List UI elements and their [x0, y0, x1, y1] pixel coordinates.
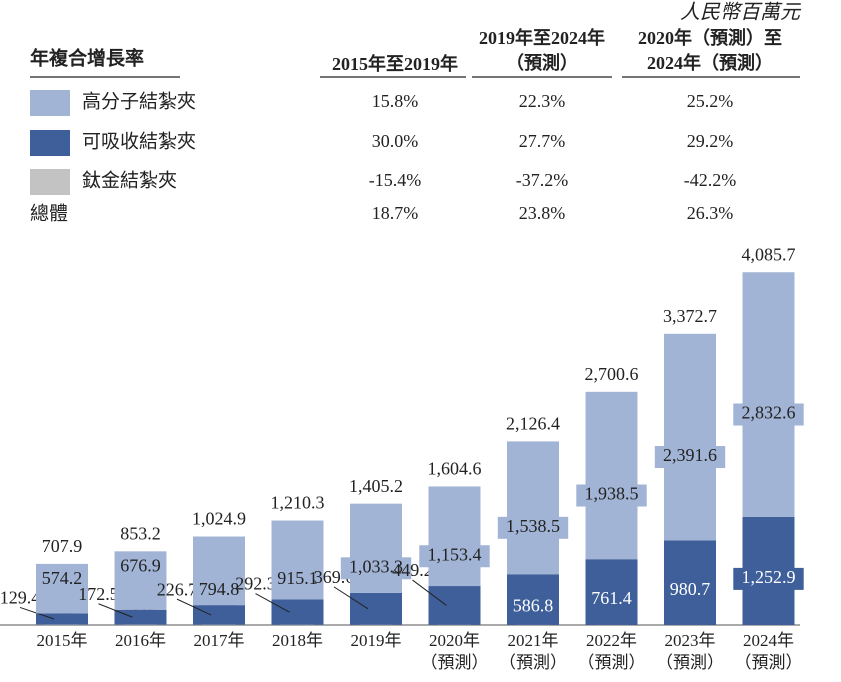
label-box — [585, 589, 638, 612]
total-label: 2,126.4 — [506, 414, 560, 434]
row-label: 總體 — [30, 202, 68, 224]
column-header: 2019年至2024年（預測） — [479, 27, 605, 73]
value-label: 1,252.9 — [742, 567, 796, 587]
cell: 25.2% — [687, 91, 734, 111]
bar-segment — [428, 586, 481, 625]
value-label: 980.7 — [670, 579, 711, 599]
x-tick-label: 2018年 — [272, 631, 323, 650]
total-label: 707.9 — [42, 536, 83, 556]
label-box — [733, 403, 804, 426]
leader-line — [176, 598, 212, 616]
value-label: 574.2 — [42, 568, 83, 588]
label-box — [193, 579, 245, 602]
leader-line — [412, 579, 447, 606]
cell: 26.3% — [687, 203, 734, 223]
bar-segment — [585, 391, 638, 560]
cell: 22.3% — [519, 91, 566, 111]
cell: 29.2% — [687, 131, 734, 151]
label-box — [664, 579, 716, 602]
value-label: 1,033.3 — [349, 556, 403, 576]
leader-line — [333, 586, 369, 610]
value-label: 1,538.5 — [506, 516, 560, 536]
bar-segment — [664, 333, 716, 541]
legend-swatch — [30, 130, 70, 156]
total-label: 4,085.7 — [742, 244, 796, 264]
legend-swatch — [30, 90, 70, 116]
value-label: 172.5 — [78, 584, 119, 604]
value-label: 129.4 — [0, 588, 40, 608]
value-label: 2,391.6 — [663, 445, 717, 465]
total-label: 2,700.6 — [585, 364, 639, 384]
x-tick-label: 2024年（預測） — [735, 631, 803, 672]
cell: -37.2% — [516, 170, 569, 190]
value-label: 292.3 — [235, 574, 276, 594]
x-tick-label: 2017年 — [194, 631, 245, 650]
value-label: 676.9 — [120, 555, 161, 575]
column-header: 2020年（預測）至 2024年（預測） — [638, 27, 782, 73]
value-label: 915.1 — [277, 568, 318, 588]
leader-line — [255, 593, 290, 613]
leader-line — [98, 603, 133, 618]
bar-segment — [742, 272, 795, 517]
bar-segment — [271, 599, 324, 625]
bar-segment — [36, 613, 88, 625]
label-box — [340, 557, 412, 580]
row-label: 鈦金結紮夾 — [82, 169, 177, 191]
x-tick-label: 2022年（預測） — [578, 631, 646, 672]
x-tick-label: 2020年（預測） — [421, 631, 489, 672]
bar-segment — [193, 605, 245, 625]
bar-segment — [428, 486, 481, 587]
value-label: 1,153.4 — [428, 544, 482, 564]
label-box — [36, 568, 88, 591]
cell: 23.8% — [519, 203, 566, 223]
label-box — [419, 545, 490, 568]
bar-segment — [507, 441, 559, 575]
label-box — [507, 596, 559, 619]
bar-segment — [350, 592, 402, 625]
total-label: 3,372.7 — [663, 306, 717, 326]
x-tick-label: 2016年 — [115, 631, 166, 650]
cell: 30.0% — [372, 131, 419, 151]
x-tick-label: 2021年（預測） — [499, 631, 567, 672]
legend-swatch — [30, 169, 70, 195]
value-label: 761.4 — [591, 588, 632, 608]
total-label: 853.2 — [120, 523, 161, 543]
unit: 人民幣百萬元 — [680, 2, 802, 24]
total-label: 1,604.6 — [428, 459, 482, 479]
total-label: 1,024.9 — [192, 509, 246, 529]
value-label: 226.7 — [157, 579, 198, 599]
value-label: 586.8 — [513, 596, 554, 616]
x-tick-label: 2015年 — [37, 631, 88, 650]
x-tick-label: 2019年 — [351, 631, 402, 650]
label-box — [497, 516, 569, 539]
cell: 27.7% — [519, 131, 566, 151]
row-label: 可吸收結紮夾 — [82, 130, 196, 152]
label-box — [733, 567, 804, 590]
x-tick-label: 2023年（預測） — [656, 631, 724, 672]
label-box — [271, 569, 324, 592]
value-label: 1,938.5 — [585, 484, 639, 504]
row-label: 高分子結紮夾 — [82, 90, 196, 112]
cell: -42.2% — [684, 170, 737, 190]
cell: 18.7% — [372, 203, 419, 223]
bar-segment — [114, 609, 167, 625]
total-label: 1,405.2 — [349, 476, 403, 496]
label-box — [114, 556, 167, 579]
value-label: 794.8 — [199, 579, 240, 599]
table-title: 年複合增長率 — [30, 46, 144, 69]
label-box — [576, 484, 647, 507]
total-label: 1,210.3 — [271, 493, 325, 513]
label-box — [654, 446, 726, 469]
cell: 15.8% — [372, 91, 419, 111]
column-header: 2015年至2019年 — [332, 53, 458, 74]
value-label: 2,832.6 — [742, 403, 796, 423]
cell: -15.4% — [369, 170, 422, 190]
